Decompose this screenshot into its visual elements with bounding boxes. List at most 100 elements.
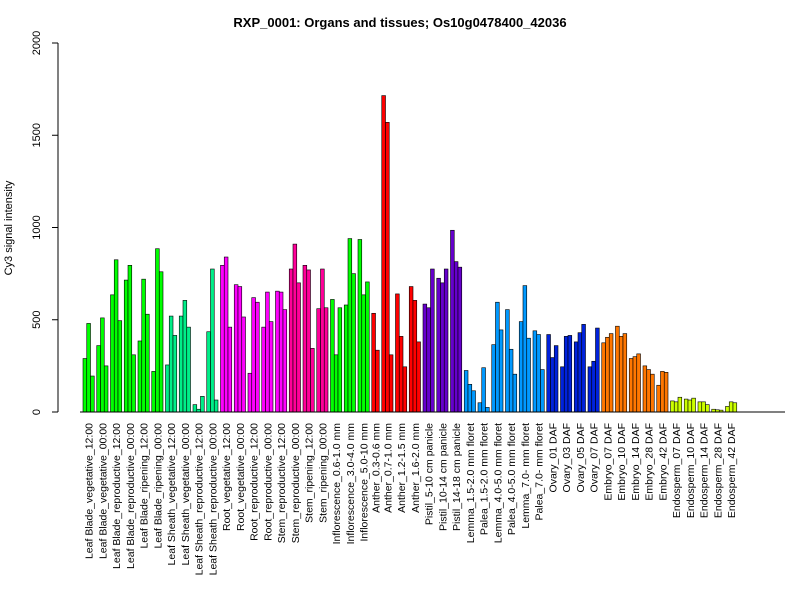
bar: [172, 335, 178, 413]
bar: [241, 316, 246, 413]
bar: [265, 291, 270, 413]
y-tick-label: 1500: [31, 123, 43, 147]
bar: [220, 265, 225, 413]
bar: [361, 294, 366, 413]
x-tick-label: Anther_1.2-1.5 mm: [396, 423, 408, 513]
bar: [381, 95, 386, 413]
bar: [650, 373, 655, 413]
bar: [398, 336, 404, 413]
bar: [481, 367, 486, 413]
bar: [323, 307, 329, 413]
bar: [591, 360, 596, 413]
bar: [117, 320, 123, 413]
bar: [656, 384, 661, 413]
bar: [96, 345, 101, 413]
bar: [168, 315, 174, 413]
bar: [275, 290, 280, 413]
bar: [608, 333, 614, 413]
bar: [567, 335, 573, 413]
bar: [532, 330, 538, 413]
y-tick-label: 2000: [31, 31, 43, 55]
bar: [145, 313, 150, 413]
x-tick-label: Leaf Blade_vegetative_12:00: [84, 423, 96, 559]
bar: [100, 317, 105, 413]
bar: [131, 354, 136, 413]
bar: [536, 334, 541, 413]
bar: [443, 268, 449, 413]
bar: [491, 344, 496, 413]
bar: [237, 286, 243, 413]
bar: [426, 307, 431, 413]
bar: [577, 332, 583, 413]
bar: [601, 342, 606, 413]
bar: [233, 284, 239, 413]
bar: [330, 299, 335, 413]
x-tick-label: Root_reproductive_00:00: [262, 423, 274, 541]
y-axis: 0 500 1000 1500 2000: [31, 31, 59, 415]
bar: [223, 256, 229, 413]
bar: [110, 294, 115, 413]
bar: [371, 312, 376, 413]
bar: [632, 356, 638, 413]
x-tick-label: Endosperm_10 DAF: [685, 423, 697, 518]
bar: [351, 273, 356, 413]
x-tick-label: Inflorescence_0.6-1.0 mm: [331, 423, 343, 545]
bar: [440, 282, 445, 413]
bar: [296, 282, 301, 413]
bar: [261, 326, 266, 413]
x-tick-label: Embryo_42 DAF: [657, 423, 669, 501]
bar: [412, 300, 418, 413]
bar: [408, 286, 414, 413]
bar: [595, 327, 600, 413]
bar: [186, 326, 191, 413]
bar: [683, 398, 689, 413]
y-tick-label: 0: [31, 409, 43, 415]
bar: [605, 336, 610, 413]
x-tick-label: Inflorescence_3.0-4.0 mm: [345, 423, 357, 545]
x-tick-label: Leaf Blade_reproductive_12:00: [111, 423, 123, 569]
bar: [127, 265, 133, 413]
bar: [663, 372, 669, 413]
bar: [82, 358, 88, 413]
bar: [282, 309, 288, 413]
bar: [495, 301, 500, 413]
bar: [697, 401, 703, 413]
x-tick-label: Leaf Blade_reproductive_00:00: [125, 423, 137, 569]
bar: [687, 399, 693, 413]
bar: [518, 321, 524, 413]
bar: [306, 269, 311, 413]
x-tick-label: Endosperm_28 DAF: [712, 423, 724, 518]
bar: [498, 329, 504, 413]
bar: [158, 271, 164, 413]
y-tick-label: 500: [31, 311, 43, 329]
bar: [192, 404, 198, 413]
x-tick-label: Endosperm_14 DAF: [699, 423, 711, 518]
x-tick-label: Inflorescence_5.0-10 mm: [359, 423, 371, 542]
bar: [728, 401, 734, 413]
x-tick-label: Embryo_10 DAF: [616, 423, 628, 501]
x-tick-label: Leaf Sheath_vegetative_12:00: [166, 423, 178, 566]
bar: [302, 265, 308, 413]
x-tick-label: Embryo_07 DAF: [602, 423, 614, 501]
bar: [628, 358, 634, 413]
bar: [402, 366, 408, 413]
bar: [477, 402, 483, 413]
bar: [522, 285, 528, 413]
x-tick-label: Leaf Sheath_reproductive_12:00: [194, 423, 206, 576]
bar: [660, 371, 665, 413]
x-tick-labels: Leaf Blade_vegetative_12:00 Leaf Blade_ve…: [84, 423, 739, 576]
x-tick-label: Stem_reproductive_00:00: [290, 423, 302, 543]
x-tick-label: Anther_1.6-2.0 mm: [410, 423, 422, 513]
x-tick-label: Stem_reproductive_12:00: [276, 423, 288, 543]
bar: [691, 397, 696, 413]
bar: [526, 337, 531, 413]
bar: [701, 401, 706, 413]
x-tick-label: Leaf Blade_vegetative_00:00: [97, 423, 109, 559]
x-tick-label: Stem_ripening_00:00: [317, 423, 329, 523]
bar: [86, 323, 91, 413]
bar: [310, 348, 315, 413]
bars: [82, 95, 738, 413]
x-tick-label: Leaf Blade_ripening_00:00: [152, 423, 164, 549]
bar: [512, 373, 518, 413]
bar: [337, 307, 343, 413]
